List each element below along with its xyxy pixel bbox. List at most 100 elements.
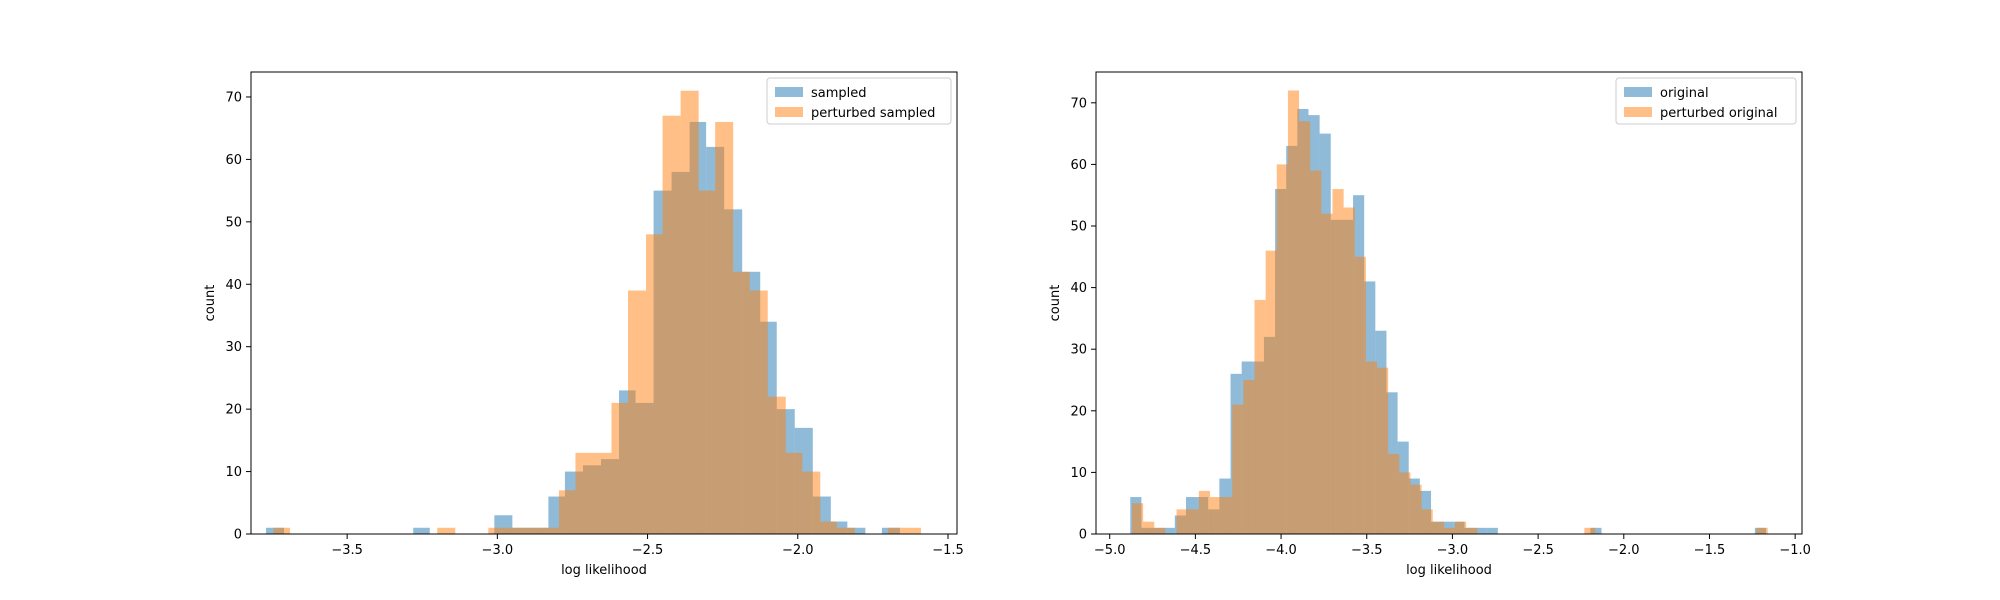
histogram-bar (413, 527, 430, 534)
histogram-bar (1265, 250, 1277, 534)
right-histogram-axes-frame (1095, 71, 1803, 535)
histogram-bar (488, 527, 507, 534)
right-histogram-bars (1130, 90, 1768, 535)
x-tick-label: −2.5 (1522, 543, 1554, 558)
histogram-bar (1354, 256, 1366, 534)
histogram-bar (1475, 527, 1487, 534)
histogram-bar (1163, 527, 1175, 534)
histogram-bar (1232, 404, 1244, 534)
left-histogram-bars (266, 90, 921, 535)
histogram-bar (1466, 527, 1478, 534)
left-histogram: −3.5 −3.0 −2.5 −2.0 −1.5 0 10 20 30 40 50 60 70 log… (203, 71, 964, 578)
histogram-bar (680, 90, 699, 534)
left-histogram-axes-frame (250, 71, 958, 535)
x-tick-label: −4.0 (1265, 543, 1297, 558)
histogram-bar (836, 527, 855, 534)
left-histogram-y-ticks: 0 10 20 30 40 50 60 70 (225, 90, 251, 543)
left-legend-box (766, 77, 952, 125)
y-tick-label: 40 (1070, 281, 1087, 296)
histogram-bar (506, 527, 525, 534)
histogram-bar (1442, 521, 1454, 534)
histogram-bar (749, 290, 768, 534)
y-tick-label: 0 (234, 528, 242, 543)
histogram-bar (904, 527, 921, 534)
y-tick-label: 20 (1070, 404, 1087, 419)
histogram-bar (1287, 90, 1300, 534)
histogram-bar (1209, 497, 1222, 534)
x-tick-label: −2.5 (632, 543, 664, 558)
y-tick-label: 50 (225, 215, 242, 230)
histogram-bar (820, 521, 837, 534)
x-tick-label: −3.0 (482, 543, 514, 558)
y-tick-label: 20 (225, 403, 242, 418)
x-tick-label: −1.5 (1694, 543, 1726, 558)
histogram-bar (1243, 380, 1255, 534)
histogram-bar (575, 452, 594, 534)
histogram-bar (1590, 527, 1602, 534)
right-histogram-legend: original perturbed original (1615, 77, 1797, 125)
histogram-bar (437, 527, 456, 534)
x-tick-label: −4.5 (1180, 543, 1212, 558)
histogram-bar (1584, 527, 1596, 534)
right-legend-box (1615, 77, 1797, 125)
histogram-bar (767, 396, 786, 534)
right-histogram: −5.0 −4.5 −4.0 −3.5 −3.0 −2.5 −2.0 −1.5 −1.0 0 10… (1048, 71, 1811, 578)
histogram-bar (1410, 484, 1422, 534)
histogram-bar (785, 452, 803, 534)
y-tick-label: 70 (1070, 96, 1087, 111)
histogram-bar (1455, 521, 1467, 534)
histogram-bar (628, 290, 647, 534)
x-tick-label: −3.5 (331, 543, 363, 558)
left-histogram-x-axis-label: log likelihood (561, 563, 647, 578)
y-tick-label: 70 (225, 90, 242, 105)
histogram-bar (1187, 509, 1199, 534)
right-legend-label-original: original (1660, 86, 1709, 101)
histogram-bar (1198, 490, 1210, 534)
left-histogram-y-axis-label: count (203, 285, 218, 322)
right-legend-label-perturbed-original: perturbed original (1660, 106, 1778, 121)
x-tick-label: −2.0 (1608, 543, 1640, 558)
y-tick-label: 60 (1070, 158, 1087, 173)
histogram-bar (1176, 509, 1188, 534)
y-tick-label: 30 (225, 340, 242, 355)
left-legend-swatch-sampled (775, 87, 803, 97)
x-tick-label: −5.0 (1094, 543, 1126, 558)
y-tick-label: 40 (225, 278, 242, 293)
histogram-bar (1254, 299, 1266, 534)
y-tick-label: 10 (225, 465, 242, 480)
histogram-bar (273, 527, 291, 534)
right-histogram-y-ticks: 0 10 20 30 40 50 60 70 (1070, 96, 1096, 543)
histogram-bar (1143, 521, 1155, 534)
histogram-bar (1321, 213, 1333, 534)
left-legend-label-sampled: sampled (811, 86, 867, 101)
histogram-bar (524, 527, 541, 534)
left-legend-label-perturbed-sampled: perturbed sampled (811, 106, 935, 121)
right-histogram-x-axis-label: log likelihood (1406, 563, 1492, 578)
histogram-bar (802, 471, 821, 534)
histogram-bar (1443, 527, 1455, 534)
x-tick-label: −1.0 (1779, 543, 1811, 558)
histogram-bar (540, 527, 559, 534)
left-legend-swatch-perturbed-sampled (775, 107, 803, 117)
histogram-bar (1310, 170, 1322, 534)
x-tick-label: −2.0 (782, 543, 814, 558)
histogram-bar (558, 490, 576, 534)
histogram-bar (646, 234, 663, 534)
x-tick-label: −3.5 (1351, 543, 1383, 558)
histogram-bar (1276, 164, 1288, 534)
histogram-bar (1299, 121, 1311, 534)
histogram-bar (611, 402, 629, 534)
left-histogram-legend: sampled perturbed sampled (766, 77, 952, 125)
histogram-bar (1332, 189, 1344, 535)
histogram-bar (1343, 207, 1355, 534)
histogram-bar (1365, 361, 1378, 534)
histogram-bar (1154, 527, 1166, 534)
histogram-bar (593, 452, 612, 534)
left-histogram-x-ticks: −3.5 −3.0 −2.5 −2.0 −1.5 (331, 534, 964, 558)
histogram-bar (1377, 367, 1389, 534)
histogram-bar (1432, 521, 1444, 534)
histogram-bar (1388, 453, 1400, 534)
histogram-bar (847, 527, 866, 534)
x-tick-label: −3.0 (1437, 543, 1469, 558)
